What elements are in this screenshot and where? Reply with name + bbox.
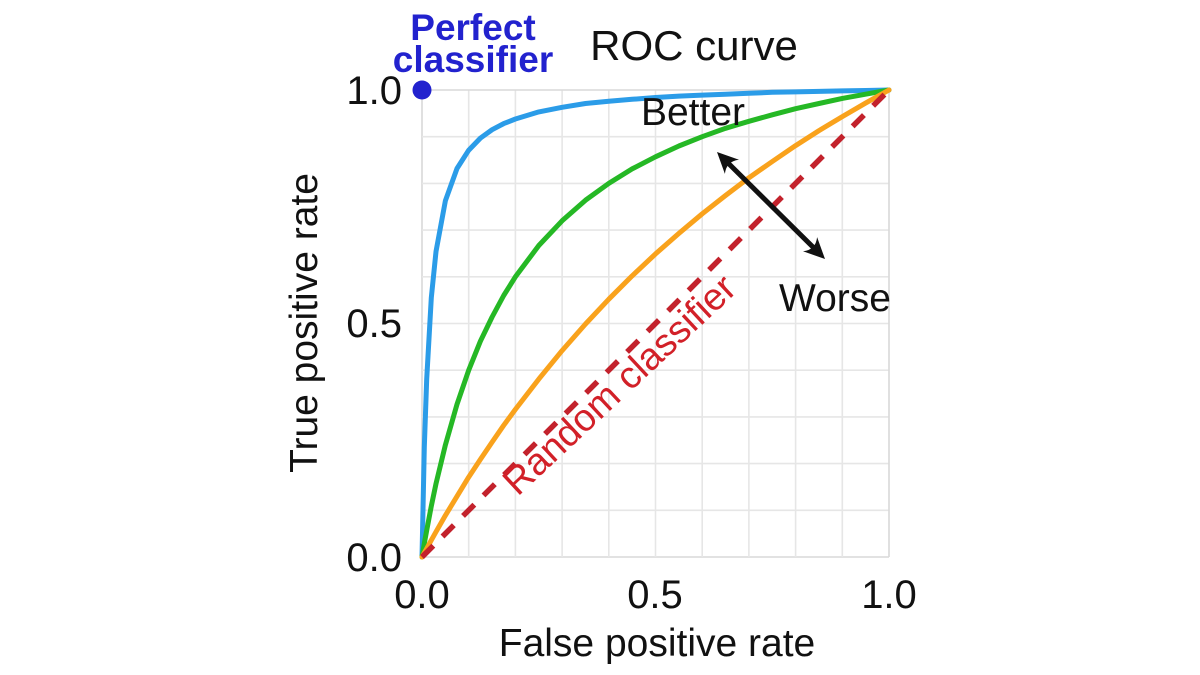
curve-good-classifier: [419, 87, 892, 560]
perfect-classifier-label-line1: Perfect: [410, 7, 535, 48]
y-tick-0.0: 0.0: [346, 536, 402, 580]
x-tick-2: 1.0: [861, 573, 917, 617]
curve-excellent-classifier: [419, 87, 892, 560]
x-axis-label: False positive rate: [499, 622, 815, 665]
y-tick-0.5: 0.5: [346, 302, 402, 346]
y-axis-label: True positive rate: [283, 173, 326, 473]
roc-curves: [419, 87, 892, 560]
better-label: Better: [641, 91, 745, 134]
curve-random-classifier: [420, 88, 891, 559]
arrowhead-better-icon: [717, 152, 739, 174]
arrowhead-worse-icon: [803, 237, 825, 259]
perfect-classifier-point: [412, 80, 432, 100]
curve-fair-classifier: [419, 87, 892, 560]
y-tick-1.0: 1.0: [346, 69, 402, 113]
arrow-shaft: [720, 155, 822, 256]
worse-label: Worse: [779, 277, 891, 320]
x-tick-0: 0.0: [394, 573, 450, 617]
perfect-classifier-dot: [412, 80, 432, 100]
perfect-classifier-label-line2: classifier: [393, 39, 553, 80]
chart-title: ROC curve: [590, 22, 798, 69]
better-worse-arrow: [717, 152, 825, 259]
x-tick-1: 0.5: [627, 573, 683, 617]
